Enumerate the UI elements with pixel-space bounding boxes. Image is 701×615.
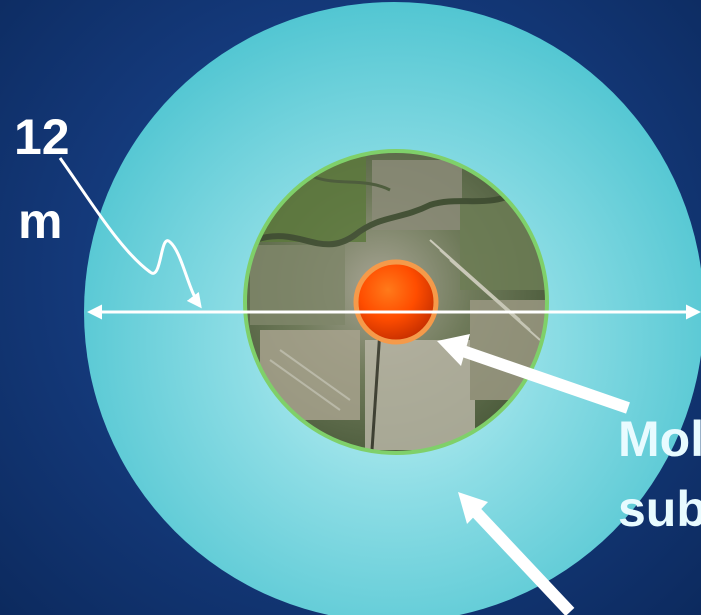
measure-value-label: 12: [14, 109, 70, 165]
core-sphere: [353, 259, 439, 345]
water-pointer-arrow: [458, 492, 575, 615]
callout-label-line2: sub: [618, 481, 701, 537]
measure-unit-label: m: [18, 193, 63, 249]
measure-callout-pointer: [58, 157, 202, 309]
terrain-disc: [243, 149, 549, 455]
callout-label-line1: Mol: [618, 411, 701, 467]
core-pointer-arrow: [437, 334, 630, 414]
